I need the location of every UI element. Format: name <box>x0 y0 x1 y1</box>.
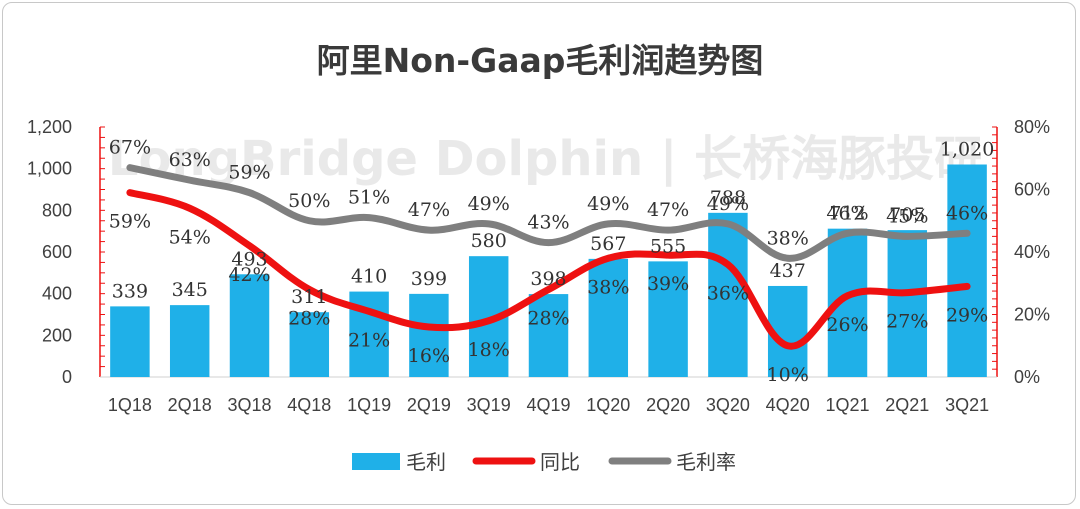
bar-value-label: 580 <box>471 230 507 252</box>
yoy-label: 28% <box>288 308 330 330</box>
x-tick-label: 3Q18 <box>227 395 271 415</box>
chart-title: 阿里Non-Gaap毛利润趋势图 <box>317 41 764 80</box>
bar-value-label: 345 <box>172 279 208 301</box>
yoy-label: 18% <box>468 339 510 361</box>
x-tick-label: 3Q20 <box>706 395 750 415</box>
bar <box>708 212 748 377</box>
legend-swatch-gross-profit <box>352 453 400 470</box>
yoy-label: 39% <box>647 273 689 295</box>
x-tick-label: 1Q19 <box>347 395 391 415</box>
yoy-label: 38% <box>587 276 629 298</box>
line-yoy <box>126 189 971 350</box>
bar-value-label: 1,020 <box>940 139 994 161</box>
x-tick-label: 2Q18 <box>168 395 212 415</box>
y-right-tick-label: 80% <box>1014 117 1050 137</box>
y-left-tick-label: 1,000 <box>27 159 72 179</box>
gross-margin-rate-label: 46% <box>946 202 988 224</box>
x-tick-label: 4Q20 <box>766 395 810 415</box>
gross-margin-rate-label: 67% <box>109 137 151 159</box>
bar <box>947 164 987 377</box>
y-left-tick-label: 800 <box>42 200 72 220</box>
yoy-label: 28% <box>527 308 569 330</box>
gross-margin-rate-label: 51% <box>348 187 390 209</box>
y-left-tick-label: 400 <box>42 284 72 304</box>
yoy-label: 26% <box>826 314 868 336</box>
watermark: LongBridge Dolphin | 长桥海豚投研 <box>108 131 982 187</box>
gross-margin-rate-label: 49% <box>587 193 629 215</box>
y-left-tick-label: 1,200 <box>27 117 72 137</box>
bar-value-label: 398 <box>530 268 566 290</box>
yoy-label: 54% <box>169 226 211 248</box>
x-tick-label: 4Q18 <box>287 395 331 415</box>
y-right-tick-label: 60% <box>1014 180 1050 200</box>
x-tick-label: 2Q21 <box>885 395 929 415</box>
bar <box>110 306 150 377</box>
bar-value-label: 399 <box>411 268 447 290</box>
bar-value-label: 555 <box>650 235 686 257</box>
yoy-label: 59% <box>109 211 151 233</box>
y-left-tick-label: 600 <box>42 242 72 262</box>
x-tick-label: 2Q19 <box>407 395 451 415</box>
bar <box>528 294 569 377</box>
yoy-label: 36% <box>707 283 749 305</box>
bar <box>229 274 270 377</box>
legend-label-gross-margin-rate: 毛利率 <box>676 450 736 474</box>
gross-margin-rate-label: 45% <box>886 205 928 227</box>
x-tick-label: 2Q20 <box>646 395 690 415</box>
yoy-label: 16% <box>408 345 450 367</box>
bar <box>887 230 928 377</box>
gross-margin-rate-label: 50% <box>288 190 330 212</box>
x-tick-label: 3Q21 <box>945 395 989 415</box>
bar <box>588 258 629 377</box>
gross-margin-rate-label: 38% <box>767 227 809 249</box>
gross-margin-rate-label: 59% <box>228 162 270 184</box>
legend-label-gross-profit: 毛利 <box>406 450 446 474</box>
gross-margin-rate-label: 43% <box>527 212 569 234</box>
yoy-label: 21% <box>348 329 390 351</box>
bar <box>169 305 210 377</box>
x-tick-label: 1Q21 <box>825 395 869 415</box>
gross-margin-rate-label: 49% <box>707 193 749 215</box>
x-tick-label: 1Q20 <box>586 395 630 415</box>
bar-value-label: 437 <box>770 260 806 282</box>
bar <box>648 261 688 377</box>
bar-value-label: 788 <box>710 187 746 209</box>
bar-value-label: 567 <box>590 233 626 255</box>
yoy-label: 42% <box>228 264 270 286</box>
bar-value-label: 410 <box>351 266 387 288</box>
gross-margin-rate-label: 63% <box>169 149 211 171</box>
y-left-tick-label: 0 <box>62 367 72 387</box>
yoy-label: 27% <box>886 311 928 333</box>
bar-value-label: 311 <box>291 286 327 308</box>
bar-value-label: 339 <box>112 280 148 302</box>
x-tick-label: 1Q18 <box>108 395 152 415</box>
legend-label-yoy: 同比 <box>540 450 580 474</box>
yoy-label: 10% <box>767 364 809 386</box>
gross-margin-rate-label: 46% <box>826 202 868 224</box>
gross-margin-rate-label: 47% <box>408 199 450 221</box>
y-right-tick-label: 40% <box>1014 242 1050 262</box>
y-left-tick-label: 200 <box>42 325 72 345</box>
line-gross-margin-rate <box>126 164 971 262</box>
bar-value-label: 712 <box>829 203 865 225</box>
y-right-tick-label: 0% <box>1014 367 1040 387</box>
gross-margin-rate-label: 49% <box>468 193 510 215</box>
bar-value-label: 493 <box>231 248 267 270</box>
y-right-tick-label: 20% <box>1014 305 1050 325</box>
x-tick-label: 4Q19 <box>526 395 570 415</box>
bar <box>409 293 449 377</box>
x-tick-label: 3Q19 <box>467 395 511 415</box>
bar-value-label: 705 <box>889 204 925 226</box>
bar <box>289 312 330 377</box>
gross-margin-rate-label: 47% <box>647 199 689 221</box>
yoy-label: 29% <box>946 304 988 326</box>
